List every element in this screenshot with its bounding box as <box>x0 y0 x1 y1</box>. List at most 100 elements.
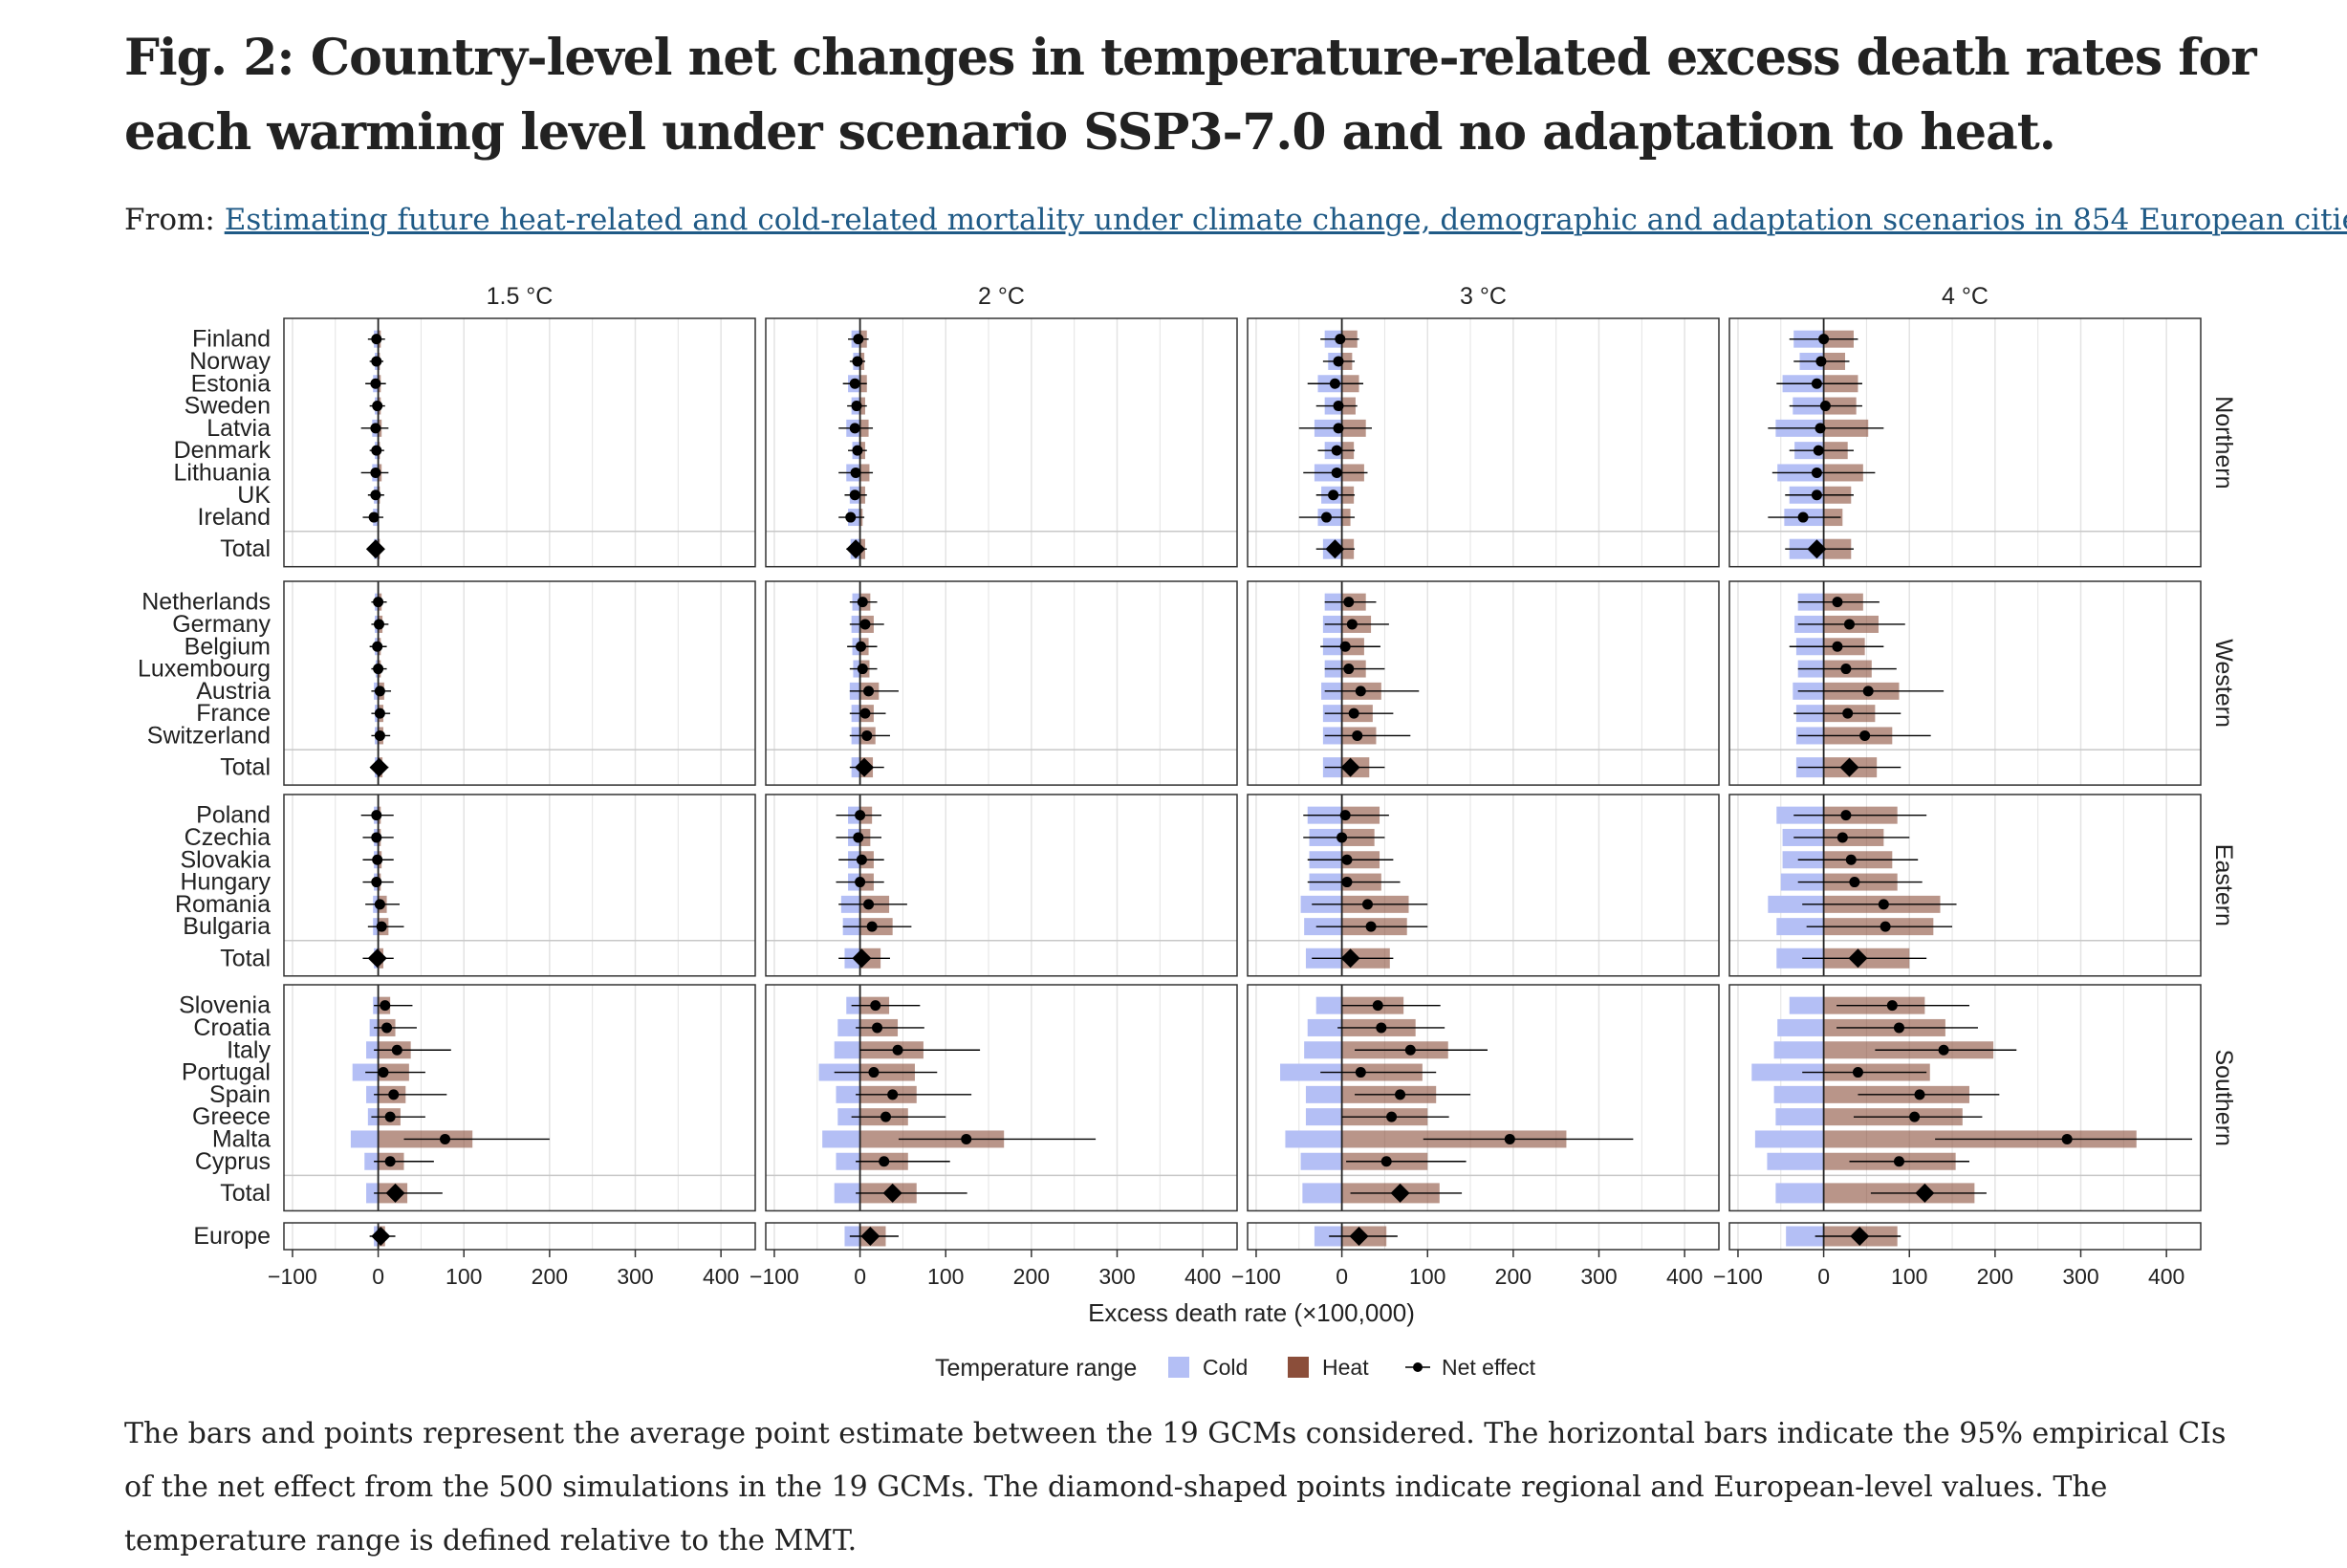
net-point-germany <box>1843 619 1855 630</box>
panel-border <box>765 580 1238 786</box>
net-point-croatia <box>1376 1022 1387 1034</box>
cold-bar-europe <box>1786 1226 1824 1247</box>
net-point-denmark <box>1813 445 1824 456</box>
net-point-greece <box>1909 1111 1921 1122</box>
net-point-austria <box>374 686 385 697</box>
net-point-croatia <box>1893 1022 1904 1034</box>
net-point-ireland <box>1320 512 1332 523</box>
row-label-sweden-northern: Sweden <box>185 393 271 420</box>
net-point-romania <box>374 899 385 910</box>
net-point-portugal <box>868 1067 880 1078</box>
panel-border <box>283 317 756 568</box>
net-point-netherlands <box>1832 597 1843 608</box>
cold-bar-portugal <box>1751 1063 1824 1081</box>
net-point-uk <box>370 490 381 501</box>
net-diamond-total <box>365 539 385 559</box>
x-tick-label: 400 <box>703 1264 739 1289</box>
x-tick-label: 100 <box>1891 1264 1927 1289</box>
net-point-malta <box>440 1133 451 1144</box>
net-point-switzerland <box>861 730 873 741</box>
cold-bar-spain <box>1305 1085 1342 1103</box>
net-point-germany <box>373 619 384 630</box>
net-point-norway <box>1815 356 1827 367</box>
panel-border <box>1247 984 1720 1212</box>
net-point-spain <box>388 1089 400 1100</box>
panel-border <box>1247 580 1720 786</box>
net-point-luxembourg <box>1840 664 1852 675</box>
net-point-greece <box>384 1111 396 1122</box>
net-point-italy <box>892 1044 903 1056</box>
row-label-norway-northern: Norway <box>189 348 271 375</box>
panel-border <box>765 1222 1238 1251</box>
net-point-estonia <box>370 378 381 389</box>
net-point-belgium <box>855 641 866 652</box>
cold-bar-romania <box>1768 895 1824 913</box>
region-label-western: Western <box>2210 639 2237 728</box>
net-point-malta <box>961 1133 972 1144</box>
net-point-slovenia <box>1372 1000 1383 1012</box>
row-label-austria-western: Austria <box>196 678 271 705</box>
x-tick-label: 300 <box>1098 1264 1135 1289</box>
net-point-belgium <box>1339 641 1351 652</box>
net-point-estonia <box>1811 378 1822 389</box>
row-label-poland-eastern: Poland <box>196 802 271 829</box>
panel-border <box>283 1222 756 1251</box>
cold-bar-cyprus <box>364 1152 379 1170</box>
net-point-latvia <box>370 423 381 434</box>
net-point-spain <box>1395 1089 1406 1100</box>
net-point-sweden <box>1333 401 1344 412</box>
net-point-spain <box>1914 1089 1925 1100</box>
row-label-total-southern: Total <box>220 1180 271 1207</box>
net-point-greece <box>1386 1111 1398 1122</box>
net-point-romania <box>1361 899 1373 910</box>
net-point-poland <box>1840 810 1852 821</box>
x-tick-label: 100 <box>1409 1264 1445 1289</box>
row-label-denmark-northern: Denmark <box>174 437 272 464</box>
panel-border <box>1728 1222 2202 1251</box>
x-tick-label: 400 <box>2148 1264 2184 1289</box>
panel-border <box>1728 580 2202 786</box>
net-point-austria <box>863 686 875 697</box>
net-diamond-europe <box>860 1227 880 1246</box>
x-axis-title: Excess death rate (×100,000) <box>1088 1298 1415 1327</box>
row-label-slovakia-eastern: Slovakia <box>181 846 272 873</box>
panel-background <box>766 581 1237 786</box>
net-point-uk <box>849 490 860 501</box>
net-diamond-total <box>852 948 872 969</box>
net-point-finland <box>1818 334 1830 345</box>
net-point-luxembourg <box>1343 664 1355 675</box>
net-point-slovakia <box>1845 854 1857 865</box>
net-point-sweden <box>372 401 383 412</box>
cold-bar-bulgaria <box>1776 918 1824 936</box>
panel-background <box>284 318 755 567</box>
net-point-france <box>1842 708 1854 719</box>
net-diamond-total <box>1325 539 1345 559</box>
net-diamond-europe <box>1349 1227 1369 1246</box>
strip-label-3-c: 3 °C <box>1460 283 1507 310</box>
row-label-estonia-northern: Estonia <box>191 370 271 397</box>
net-point-norway <box>852 356 863 367</box>
row-label-bulgaria-eastern: Bulgaria <box>183 913 271 940</box>
strip-label-1-5-c: 1.5 °C <box>487 283 554 310</box>
panel-border <box>1247 1222 1720 1251</box>
row-label-portugal-southern: Portugal <box>182 1059 271 1086</box>
net-point-czechia <box>853 832 864 843</box>
net-point-cyprus <box>1893 1156 1904 1167</box>
net-point-norway <box>1333 356 1344 367</box>
panel-border <box>283 580 756 786</box>
net-point-slovenia <box>380 1000 391 1012</box>
row-label-cyprus-southern: Cyprus <box>195 1148 271 1175</box>
net-diamond-total <box>385 1183 405 1203</box>
row-label-spain-southern: Spain <box>209 1081 271 1108</box>
net-point-latvia <box>1333 423 1344 434</box>
legend-key-cold <box>1168 1357 1189 1378</box>
row-label-slovenia-southern: Slovenia <box>179 992 271 1019</box>
row-label-uk-northern: UK <box>237 482 271 509</box>
cold-bar-croatia <box>837 1018 860 1036</box>
source-article-link[interactable]: Estimating future heat-related and cold-… <box>224 203 2347 237</box>
row-label-germany-western: Germany <box>172 611 271 638</box>
legend-key-heat <box>1288 1357 1309 1378</box>
x-tick-label: 100 <box>445 1264 482 1289</box>
net-point-romania <box>863 899 875 910</box>
net-point-luxembourg <box>373 664 384 675</box>
